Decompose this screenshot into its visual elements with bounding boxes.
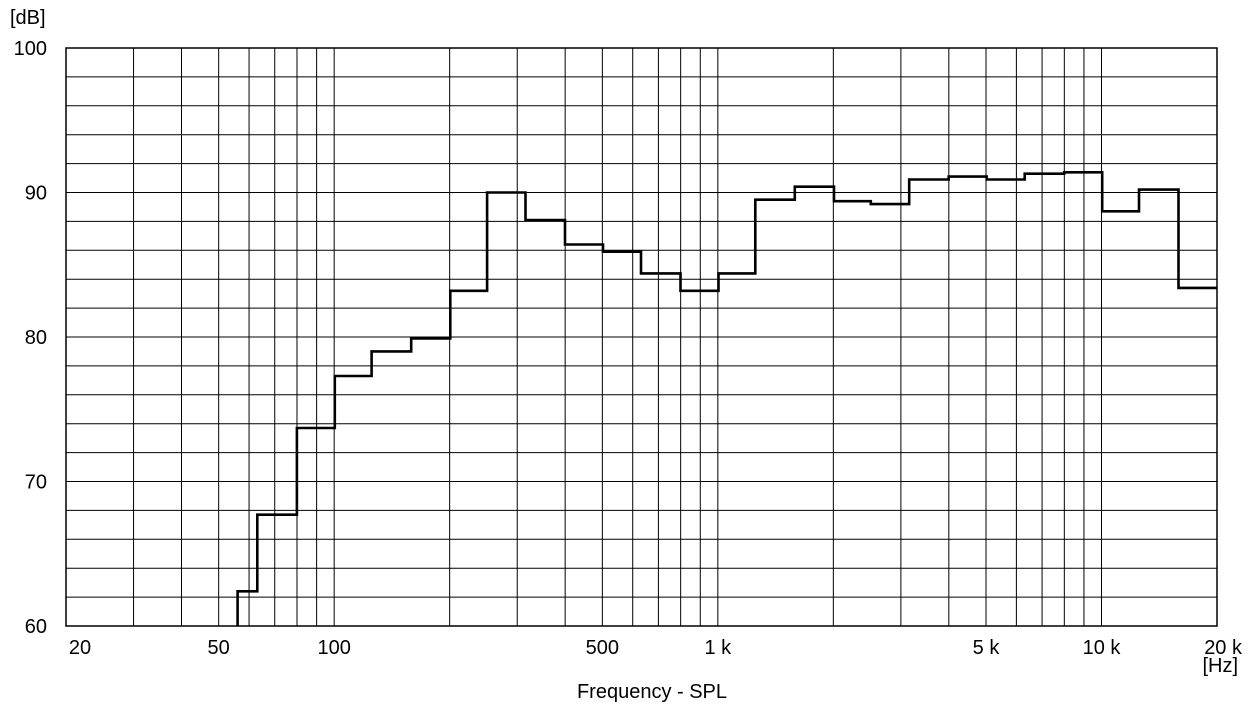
x-tick-label: 500 xyxy=(586,637,619,659)
y-tick-label: 70 xyxy=(25,472,47,494)
labels: [dB] [Hz] Frequency - SPL 60 70 80 90 100 20 5… xyxy=(10,7,1243,703)
x-axis-unit: [Hz] xyxy=(1202,655,1238,677)
series xyxy=(236,171,1217,626)
x-tick-label: 20 xyxy=(69,637,91,659)
y-tick-label: 90 xyxy=(25,183,47,205)
x-tick-label: 1 k xyxy=(704,637,732,659)
plot-frame xyxy=(65,47,1218,627)
y-axis-label: [dB] xyxy=(10,7,46,29)
x-tick-label: 10 k xyxy=(1083,637,1122,659)
y-tick-label: 80 xyxy=(25,327,47,349)
y-tick-label: 60 xyxy=(25,616,47,638)
x-tick-label: 5 k xyxy=(973,637,1001,659)
plot-border xyxy=(65,47,1218,627)
x-tick-label: 50 xyxy=(208,637,230,659)
x-tick-label: 100 xyxy=(317,637,350,659)
y-tick-label: 100 xyxy=(14,38,47,60)
series-line-spl xyxy=(236,171,1217,626)
grid xyxy=(66,48,1217,626)
x-tick-label: 20 k xyxy=(1204,637,1243,659)
x-axis-label: Frequency - SPL xyxy=(577,681,727,703)
